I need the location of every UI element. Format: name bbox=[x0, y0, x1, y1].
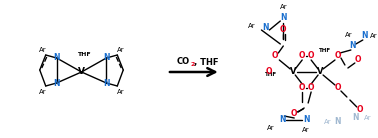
Text: O: O bbox=[280, 26, 287, 34]
Text: O: O bbox=[335, 83, 341, 92]
Text: V: V bbox=[290, 67, 296, 76]
Text: N: N bbox=[262, 23, 269, 33]
Text: , THF: , THF bbox=[194, 58, 218, 67]
Text: O: O bbox=[308, 83, 314, 92]
Text: THF: THF bbox=[77, 51, 90, 56]
Text: Ar: Ar bbox=[116, 47, 124, 53]
Text: N: N bbox=[53, 79, 60, 87]
Text: Ar: Ar bbox=[345, 32, 353, 38]
Text: Ar: Ar bbox=[370, 33, 378, 39]
Text: Ar: Ar bbox=[39, 47, 46, 53]
Text: Ar: Ar bbox=[364, 115, 372, 121]
Text: Ar: Ar bbox=[279, 4, 287, 10]
Text: CO: CO bbox=[177, 58, 190, 67]
Text: O: O bbox=[291, 109, 297, 119]
Text: N: N bbox=[303, 116, 310, 124]
Text: N: N bbox=[335, 117, 341, 127]
Text: N: N bbox=[279, 116, 285, 124]
Text: THF: THF bbox=[319, 47, 331, 52]
Text: N: N bbox=[361, 31, 368, 40]
Text: V: V bbox=[317, 67, 323, 76]
Text: O: O bbox=[265, 67, 272, 76]
Text: O: O bbox=[299, 83, 305, 92]
Text: N: N bbox=[350, 42, 356, 51]
Text: O: O bbox=[356, 105, 363, 115]
Text: Ar: Ar bbox=[39, 89, 46, 95]
Text: N: N bbox=[103, 79, 110, 87]
Text: Ar: Ar bbox=[116, 89, 124, 95]
Text: 2: 2 bbox=[191, 62, 195, 67]
Text: Ar: Ar bbox=[302, 127, 310, 133]
Text: N: N bbox=[53, 54, 60, 63]
Text: THF: THF bbox=[265, 71, 277, 76]
Text: N: N bbox=[103, 54, 110, 63]
Text: O: O bbox=[355, 55, 361, 64]
Text: O: O bbox=[308, 51, 314, 60]
Text: V: V bbox=[78, 67, 85, 76]
Text: Ar: Ar bbox=[324, 119, 332, 125]
Text: Ar: Ar bbox=[248, 23, 255, 29]
Text: N: N bbox=[353, 113, 359, 123]
Text: O: O bbox=[272, 51, 279, 60]
Text: O: O bbox=[299, 51, 305, 60]
Text: O: O bbox=[335, 51, 341, 60]
Text: N: N bbox=[280, 14, 287, 22]
Text: Ar: Ar bbox=[266, 125, 274, 131]
